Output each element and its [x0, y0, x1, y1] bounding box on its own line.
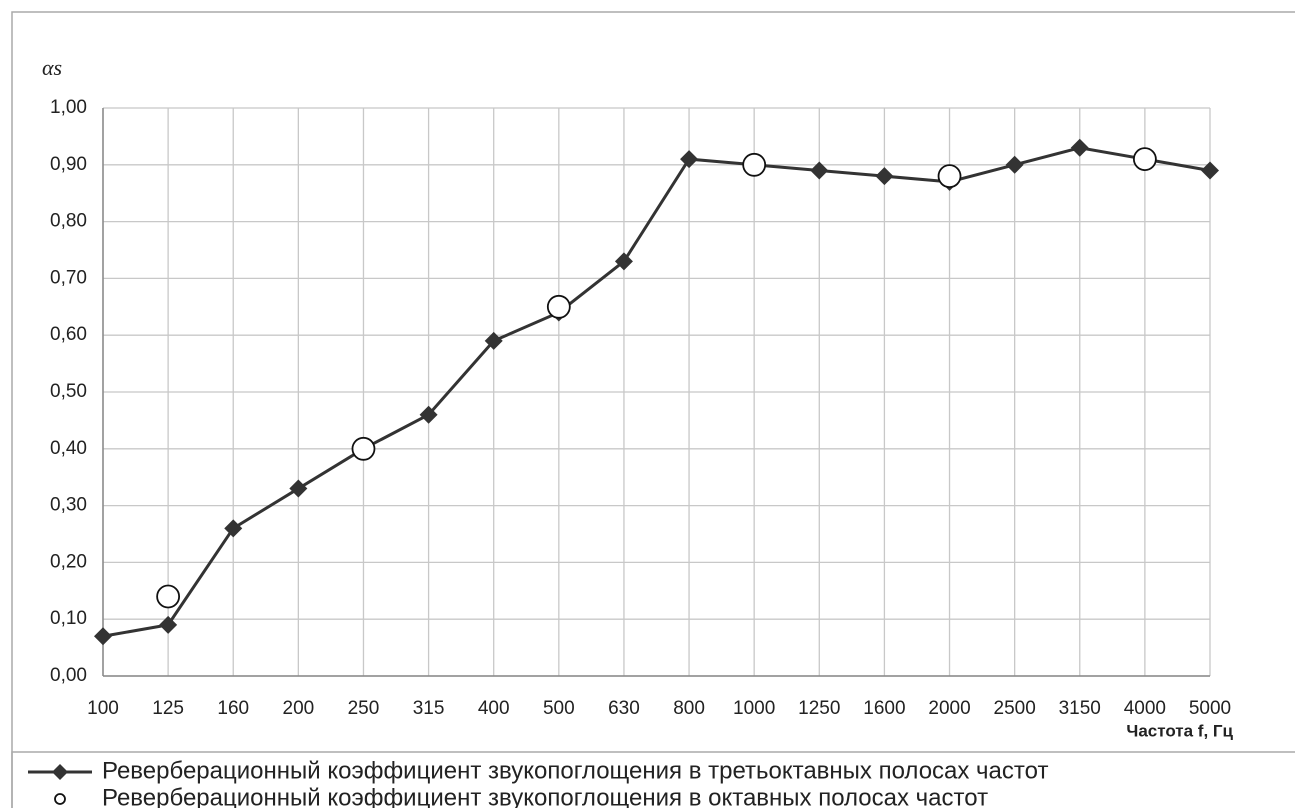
- x-tick-label: 630: [608, 698, 640, 719]
- y-tick-label: 0,70: [50, 267, 87, 288]
- y-tick-label: 1,00: [50, 97, 87, 118]
- diamond-marker: [224, 519, 243, 538]
- y-tick-label: 0,20: [50, 551, 87, 572]
- legend-marker: [52, 764, 68, 780]
- circle-marker: [351, 436, 376, 461]
- y-tick-label: 0,10: [50, 608, 87, 629]
- x-tick-label: 250: [348, 698, 380, 719]
- diamond-marker: [810, 161, 829, 180]
- circle-marker: [742, 152, 767, 177]
- legend-label: Реверберационный коэффициент звукопоглощ…: [102, 757, 1048, 784]
- x-tick-label: 200: [283, 698, 315, 719]
- diamond-marker: [1070, 138, 1089, 157]
- diamond-marker: [159, 615, 178, 634]
- legend-marker: [54, 793, 66, 805]
- x-tick-label: 2500: [994, 698, 1036, 719]
- x-tick-label: 800: [673, 698, 705, 719]
- x-tick-label: 5000: [1189, 698, 1231, 719]
- x-tick-label: 1250: [798, 698, 840, 719]
- legend-label: Реверберационный коэффициент звукопоглощ…: [102, 784, 988, 808]
- x-tick-label: 100: [87, 698, 119, 719]
- y-tick-label: 0,00: [50, 665, 87, 686]
- y-tick-label: 0,50: [50, 381, 87, 402]
- diamond-marker: [1005, 155, 1024, 174]
- y-tick-label: 0,60: [50, 324, 87, 345]
- x-tick-label: 500: [543, 698, 575, 719]
- diamond-marker: [419, 405, 438, 424]
- x-tick-label: 4000: [1124, 698, 1166, 719]
- y-tick-label: 0,30: [50, 495, 87, 516]
- x-tick-label: 1000: [733, 698, 775, 719]
- diamond-marker: [614, 252, 633, 271]
- diamond-marker: [875, 167, 894, 186]
- y-tick-label: 0,90: [50, 154, 87, 175]
- chart-frame: [11, 11, 1295, 808]
- x-tick-label: 400: [478, 698, 510, 719]
- diamond-marker: [94, 627, 112, 646]
- y-tick-label: 0,40: [50, 438, 87, 459]
- x-tick-label: 125: [152, 698, 184, 719]
- diamond-marker: [1201, 161, 1219, 180]
- circle-marker: [1132, 147, 1157, 172]
- diamond-marker: [289, 479, 308, 498]
- diamond-marker: [484, 331, 503, 350]
- x-tick-label: 315: [413, 698, 445, 719]
- x-tick-label: 3150: [1059, 698, 1101, 719]
- y-tick-label: 0,80: [50, 211, 87, 232]
- x-axis-label: Частота f, Гц: [1126, 721, 1233, 740]
- circle-marker: [937, 164, 962, 189]
- y-axis-label: αs: [42, 55, 62, 80]
- x-tick-label: 1600: [863, 698, 905, 719]
- circle-marker: [156, 584, 181, 609]
- legend-frame: [11, 751, 1295, 808]
- series-line: [102, 146, 1211, 638]
- diamond-marker: [680, 150, 699, 169]
- x-tick-label: 2000: [928, 698, 970, 719]
- x-tick-label: 160: [217, 698, 249, 719]
- circle-marker: [546, 294, 571, 319]
